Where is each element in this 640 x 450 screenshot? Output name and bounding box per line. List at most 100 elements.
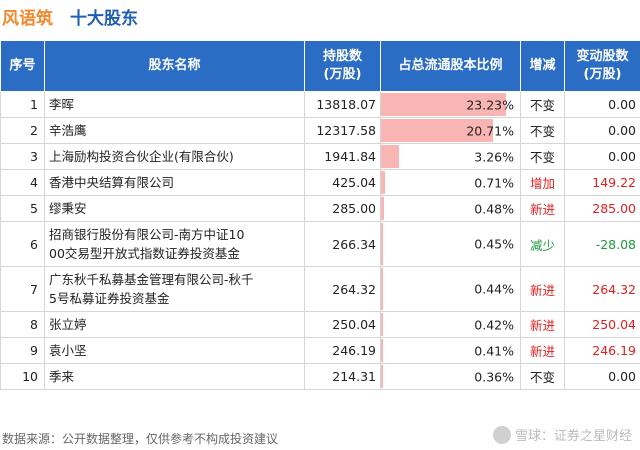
row-change-status: 新进 xyxy=(520,195,565,222)
row-holder-name: 季来 xyxy=(44,363,305,390)
ratio-bar xyxy=(381,268,384,310)
table-row: 7 广东秋千私募基金管理有限公司-秋千 5号私募证券投资基金 264.32 0.44% 新… xyxy=(0,266,640,312)
row-delta-shares: 264.32 xyxy=(564,266,640,312)
col-header-change: 增减 xyxy=(520,40,565,92)
row-change-status: 减少 xyxy=(520,221,565,267)
row-seq: 3 xyxy=(0,143,45,170)
row-holder-name: 袁小坚 xyxy=(44,337,305,364)
row-holder-name: 李晖 xyxy=(44,91,305,118)
row-shares: 285.00 xyxy=(304,195,381,222)
row-change-status: 新进 xyxy=(520,337,565,364)
ratio-text: 0.36% xyxy=(474,369,514,384)
row-ratio: 0.48% xyxy=(380,195,521,222)
row-seq: 1 xyxy=(0,91,45,118)
row-ratio: 0.36% xyxy=(380,363,521,390)
holder-name-line: 5号私募证券投资基金 xyxy=(49,291,170,306)
row-delta-shares: 250.04 xyxy=(564,311,640,338)
table-row: 1 李晖 13818.07 23.23% 不变 0.00 xyxy=(0,91,640,118)
ratio-bar xyxy=(381,365,383,388)
row-delta-shares: 0.00 xyxy=(564,117,640,144)
row-shares: 250.04 xyxy=(304,311,381,338)
row-change-status: 新进 xyxy=(520,311,565,338)
snowball-icon xyxy=(492,425,511,444)
row-ratio: 0.41% xyxy=(380,337,521,364)
ratio-bar xyxy=(381,339,384,362)
row-shares: 266.34 xyxy=(304,221,381,267)
table-row: 6 招商银行股份有限公司-南方中证10 00交易型开放式指数证券投资基金 266.34… xyxy=(0,221,640,267)
holder-name-line: 00交易型开放式指数证券投资基金 xyxy=(49,246,240,261)
ratio-bar xyxy=(381,313,384,336)
table-row: 3 上海励构投资合伙企业(有限合伙) 1941.84 3.26% 不变 0.00 xyxy=(0,143,640,170)
row-seq: 9 xyxy=(0,337,45,364)
table-row: 4 香港中央结算有限公司 425.04 0.71% 增加 149.22 xyxy=(0,169,640,196)
col-header-name: 股东名称 xyxy=(44,40,305,92)
table-header-row: 序号 股东名称 持股数 (万股) 占总流通股本比例 增减 变动股数 (万股) xyxy=(0,40,640,92)
row-delta-shares: 0.00 xyxy=(564,91,640,118)
ratio-text: 0.45% xyxy=(474,236,514,252)
title-bar: 风语筑 十大股东 xyxy=(0,0,640,36)
row-ratio: 20.71% xyxy=(380,117,521,144)
row-ratio: 0.42% xyxy=(380,311,521,338)
row-ratio: 3.26% xyxy=(380,143,521,170)
ratio-text: 20.71% xyxy=(466,123,514,138)
logo-text: 雪球：证券之星财经 xyxy=(514,429,632,444)
row-delta-shares: 285.00 xyxy=(564,195,640,222)
data-source-note: 数据来源：公开数据整理，仅供参考不构成投资建议 xyxy=(2,432,279,446)
table-row: 8 张立婷 250.04 0.42% 新进 250.04 xyxy=(0,311,640,338)
shareholders-table: 序号 股东名称 持股数 (万股) 占总流通股本比例 增减 变动股数 (万股) 1 李晖… xyxy=(0,40,640,390)
table-row: 5 缪秉安 285.00 0.48% 新进 285.00 xyxy=(0,195,640,222)
row-ratio: 0.45% xyxy=(380,221,521,267)
table-body: 1 李晖 13818.07 23.23% 不变 0.00 2 辛浩鹰 12317.58 20.71… xyxy=(0,91,640,390)
holder-name-line: 广东秋千私募基金管理有限公司-秋千 xyxy=(49,272,254,287)
table-row: 2 辛浩鹰 12317.58 20.71% 不变 0.00 xyxy=(0,117,640,144)
col-header-delta: 变动股数 (万股) xyxy=(564,40,640,92)
row-holder-name: 上海励构投资合伙企业(有限合伙) xyxy=(44,143,305,170)
watermark-logo: 雪球：证券之星财经 xyxy=(492,425,632,444)
col-header-seq: 序号 xyxy=(0,40,45,92)
row-shares: 425.04 xyxy=(304,169,381,196)
ratio-text: 3.26% xyxy=(474,149,514,164)
row-change-status: 不变 xyxy=(520,363,565,390)
row-change-status: 不变 xyxy=(520,117,565,144)
row-shares: 1941.84 xyxy=(304,143,381,170)
ratio-text: 0.48% xyxy=(474,201,514,216)
ratio-text: 0.41% xyxy=(474,343,514,358)
row-change-status: 新进 xyxy=(520,266,565,312)
row-delta-shares: 0.00 xyxy=(564,143,640,170)
table-row: 10 季来 214.31 0.36% 不变 0.00 xyxy=(0,363,640,390)
row-seq: 4 xyxy=(0,169,45,196)
ratio-text: 0.71% xyxy=(474,175,514,190)
row-shares: 246.19 xyxy=(304,337,381,364)
row-shares: 12317.58 xyxy=(304,117,381,144)
row-holder-name: 缪秉安 xyxy=(44,195,305,222)
row-change-status: 不变 xyxy=(520,91,565,118)
row-shares: 264.32 xyxy=(304,266,381,312)
row-ratio: 0.44% xyxy=(380,266,521,312)
ratio-text: 23.23% xyxy=(466,97,514,112)
row-delta-shares: 149.22 xyxy=(564,169,640,196)
row-seq: 8 xyxy=(0,311,45,338)
ratio-bar xyxy=(381,119,493,142)
ratio-bar xyxy=(381,93,507,116)
row-holder-name: 张立婷 xyxy=(44,311,305,338)
row-shares: 214.31 xyxy=(304,363,381,390)
ratio-bar xyxy=(381,171,385,194)
ratio-bar xyxy=(381,197,384,220)
row-holder-name: 招商银行股份有限公司-南方中证10 00交易型开放式指数证券投资基金 xyxy=(44,221,305,267)
ratio-bar xyxy=(381,145,399,168)
page-title: 十大股东 xyxy=(70,9,138,29)
row-shares: 13818.07 xyxy=(304,91,381,118)
row-delta-shares: 246.19 xyxy=(564,337,640,364)
row-seq: 2 xyxy=(0,117,45,144)
col-header-shares: 持股数 (万股) xyxy=(304,40,381,92)
ratio-text: 0.42% xyxy=(474,317,514,332)
row-holder-name: 广东秋千私募基金管理有限公司-秋千 5号私募证券投资基金 xyxy=(44,266,305,312)
row-change-status: 不变 xyxy=(520,143,565,170)
holder-name-line: 招商银行股份有限公司-南方中证10 xyxy=(49,227,245,242)
row-change-status: 增加 xyxy=(520,169,565,196)
table-row: 9 袁小坚 246.19 0.41% 新进 246.19 xyxy=(0,337,640,364)
row-delta-shares: 0.00 xyxy=(564,363,640,390)
row-ratio: 0.71% xyxy=(380,169,521,196)
row-holder-name: 香港中央结算有限公司 xyxy=(44,169,305,196)
row-ratio: 23.23% xyxy=(380,91,521,118)
